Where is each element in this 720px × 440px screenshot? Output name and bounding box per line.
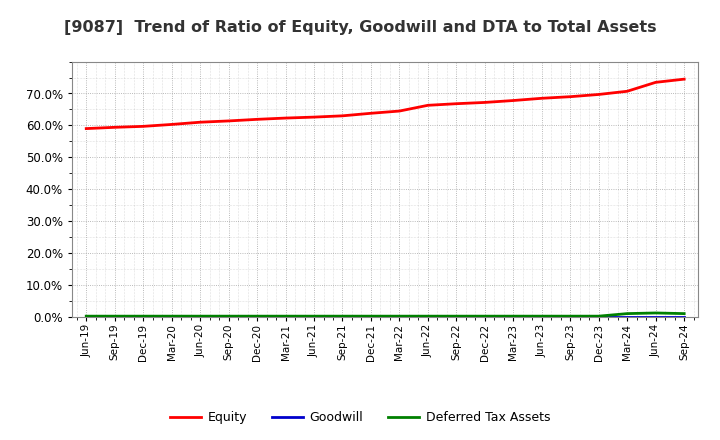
- Goodwill: [282, 314, 290, 319]
- Goodwill: [452, 314, 461, 319]
- Equity: [537, 95, 546, 101]
- Equity: [167, 122, 176, 127]
- Deferred Tax Assets: [623, 311, 631, 316]
- Deferred Tax Assets: [139, 314, 148, 319]
- Goodwill: [537, 314, 546, 319]
- Deferred Tax Assets: [423, 314, 432, 319]
- Equity: [82, 126, 91, 131]
- Equity: [452, 101, 461, 106]
- Goodwill: [623, 314, 631, 319]
- Deferred Tax Assets: [225, 314, 233, 319]
- Goodwill: [167, 314, 176, 319]
- Equity: [595, 92, 603, 97]
- Deferred Tax Assets: [167, 314, 176, 319]
- Equity: [282, 115, 290, 121]
- Goodwill: [253, 314, 261, 319]
- Deferred Tax Assets: [537, 314, 546, 319]
- Equity: [338, 113, 347, 118]
- Goodwill: [338, 314, 347, 319]
- Goodwill: [110, 314, 119, 319]
- Equity: [196, 120, 204, 125]
- Equity: [310, 114, 318, 120]
- Goodwill: [680, 314, 688, 319]
- Equity: [652, 80, 660, 85]
- Equity: [480, 100, 489, 105]
- Deferred Tax Assets: [366, 314, 375, 319]
- Deferred Tax Assets: [253, 314, 261, 319]
- Text: [9087]  Trend of Ratio of Equity, Goodwill and DTA to Total Assets: [9087] Trend of Ratio of Equity, Goodwil…: [63, 20, 657, 35]
- Deferred Tax Assets: [480, 314, 489, 319]
- Deferred Tax Assets: [566, 314, 575, 319]
- Deferred Tax Assets: [395, 314, 404, 319]
- Goodwill: [566, 314, 575, 319]
- Deferred Tax Assets: [652, 310, 660, 315]
- Equity: [423, 103, 432, 108]
- Deferred Tax Assets: [452, 314, 461, 319]
- Deferred Tax Assets: [595, 314, 603, 319]
- Goodwill: [196, 314, 204, 319]
- Equity: [623, 88, 631, 94]
- Equity: [509, 98, 518, 103]
- Goodwill: [225, 314, 233, 319]
- Goodwill: [595, 314, 603, 319]
- Equity: [395, 108, 404, 114]
- Goodwill: [652, 314, 660, 319]
- Line: Deferred Tax Assets: Deferred Tax Assets: [86, 313, 684, 316]
- Deferred Tax Assets: [310, 314, 318, 319]
- Goodwill: [82, 314, 91, 319]
- Goodwill: [139, 314, 148, 319]
- Equity: [366, 110, 375, 116]
- Legend: Equity, Goodwill, Deferred Tax Assets: Equity, Goodwill, Deferred Tax Assets: [165, 407, 555, 429]
- Equity: [110, 125, 119, 130]
- Goodwill: [395, 314, 404, 319]
- Equity: [225, 118, 233, 124]
- Goodwill: [366, 314, 375, 319]
- Equity: [566, 94, 575, 99]
- Equity: [139, 124, 148, 129]
- Deferred Tax Assets: [196, 314, 204, 319]
- Deferred Tax Assets: [509, 314, 518, 319]
- Goodwill: [310, 314, 318, 319]
- Equity: [680, 77, 688, 82]
- Deferred Tax Assets: [680, 311, 688, 316]
- Goodwill: [509, 314, 518, 319]
- Equity: [253, 117, 261, 122]
- Deferred Tax Assets: [110, 314, 119, 319]
- Line: Equity: Equity: [86, 79, 684, 128]
- Deferred Tax Assets: [282, 314, 290, 319]
- Goodwill: [423, 314, 432, 319]
- Deferred Tax Assets: [82, 314, 91, 319]
- Deferred Tax Assets: [338, 314, 347, 319]
- Goodwill: [480, 314, 489, 319]
